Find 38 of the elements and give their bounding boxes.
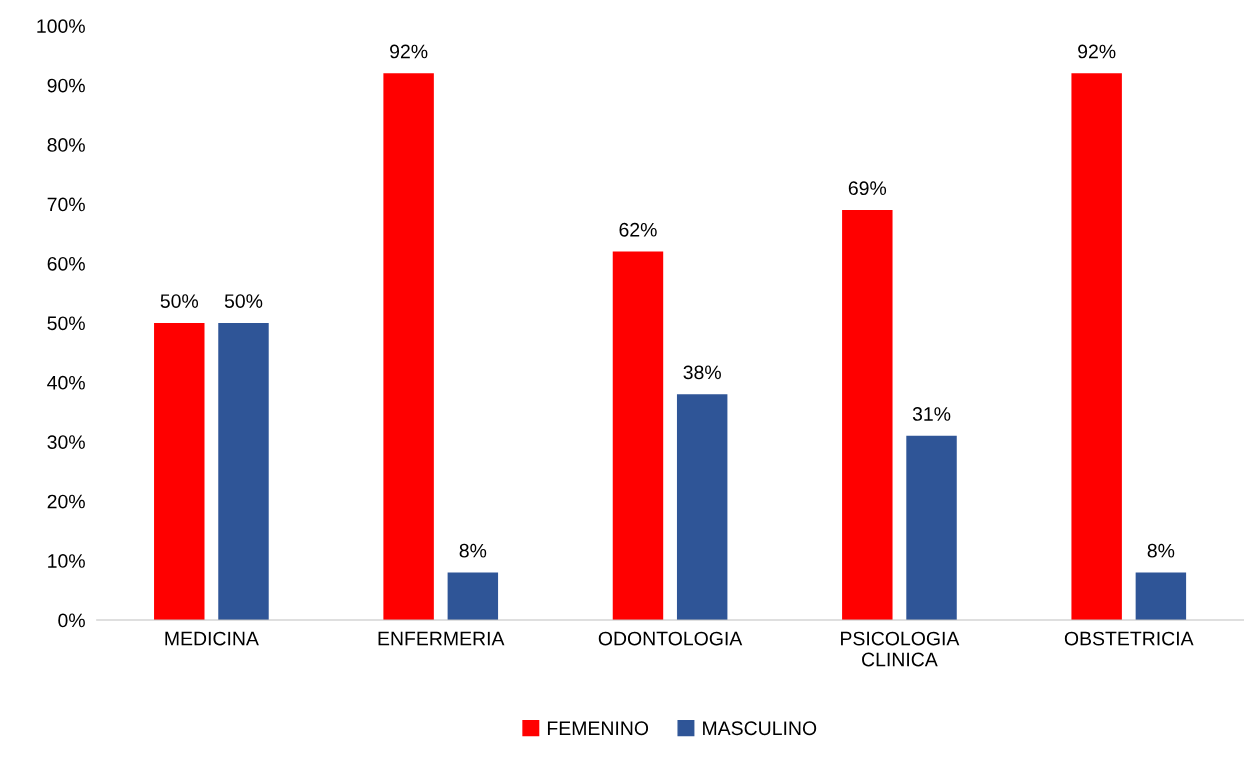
y-tick-label: 50% <box>47 316 85 331</box>
data-label: 38% <box>683 365 721 380</box>
bar <box>612 251 664 621</box>
data-label: 69% <box>848 181 887 196</box>
y-tick-label: 0% <box>58 613 85 628</box>
bar <box>154 322 205 621</box>
y-tick-label: 10% <box>48 554 85 568</box>
x-tick-label: ENFERMERIA <box>378 631 505 646</box>
data-label: 31% <box>912 407 951 421</box>
x-tick-label: MEDICINA <box>165 631 259 646</box>
bar <box>447 572 499 621</box>
data-label: 92% <box>390 44 428 59</box>
x-tick-label: PSICOLOGIA CLINICA <box>841 631 960 667</box>
data-label: 62% <box>619 222 657 237</box>
bar <box>676 394 728 621</box>
y-tick-label: 90% <box>47 78 85 93</box>
legend-label: MASCULINO <box>703 721 817 736</box>
y-tick-label: 30% <box>47 435 85 449</box>
bar <box>383 73 434 621</box>
x-tick-label: OBSTETRICIA <box>1064 631 1194 646</box>
bar <box>906 435 957 621</box>
bar <box>842 210 893 621</box>
x-tick-label: ODONTOLOGIA <box>598 631 743 646</box>
data-label: 50% <box>224 294 263 308</box>
data-label: 50% <box>160 294 199 308</box>
bar <box>1071 73 1122 621</box>
bar <box>1135 572 1187 621</box>
y-tick-label: 40% <box>47 375 85 390</box>
data-label: 8% <box>1147 543 1175 558</box>
bar <box>218 322 269 621</box>
y-tick-label: 100% <box>37 19 85 34</box>
legend-label: FEMENINO <box>547 721 649 736</box>
data-label: 8% <box>459 543 487 558</box>
y-tick-label: 60% <box>47 256 85 271</box>
y-tick-label: 70% <box>47 197 85 212</box>
y-tick-label: 20% <box>47 494 85 509</box>
data-label: 92% <box>1078 44 1116 59</box>
y-tick-label: 80% <box>47 138 85 152</box>
